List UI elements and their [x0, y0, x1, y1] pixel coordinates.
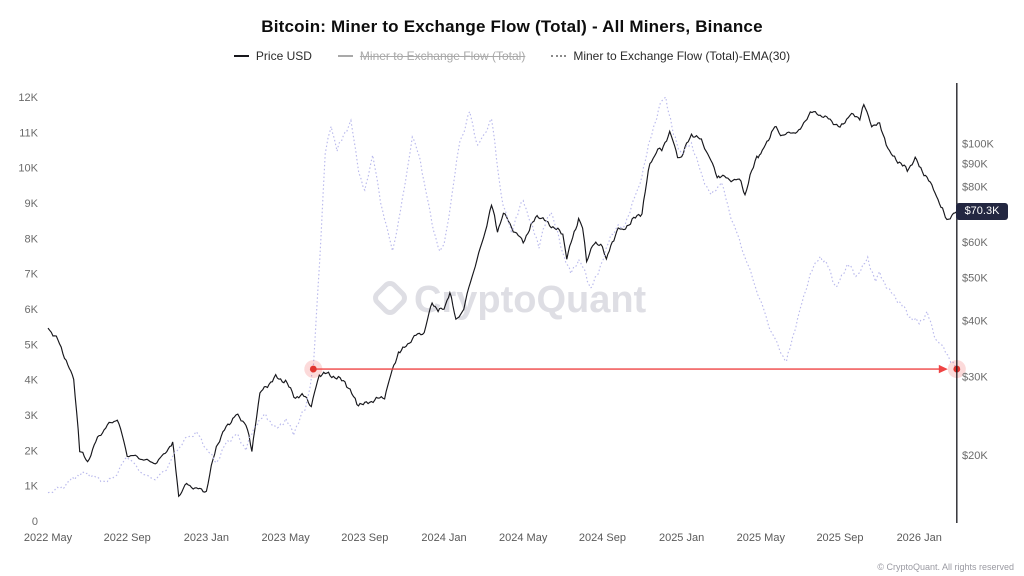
x-axis-tick-label: 2025 Jan: [659, 532, 704, 544]
x-axis-tick-label: 2023 Sep: [341, 532, 388, 544]
right-axis-tick-label: $40K: [962, 316, 988, 328]
left-axis-tick-label: 0: [32, 516, 38, 528]
x-axis-tick-label: 2022 May: [24, 532, 73, 544]
copyright-notice: © CryptoQuant. All rights reserved: [877, 562, 1014, 572]
annotation-arrowhead-icon: [938, 364, 948, 374]
right-axis-tick-label: $100K: [962, 138, 994, 150]
x-axis-tick-label: 2026 Jan: [897, 532, 942, 544]
x-axis-tick-label: 2022 Sep: [104, 532, 151, 544]
x-axis-tick-label: 2023 May: [261, 532, 310, 544]
legend: Price USD Miner to Exchange Flow (Total)…: [0, 49, 1024, 63]
left-axis-tick-label: 8K: [25, 233, 39, 245]
right-axis-tick-label: $50K: [962, 273, 988, 285]
legend-label-price-usd: Price USD: [255, 49, 312, 63]
left-axis-tick-label: 2K: [25, 445, 39, 457]
watermark-text: CryptoQuant: [414, 279, 647, 321]
annotation-dot-left: [309, 365, 317, 373]
left-axis-tick-label: 9K: [25, 198, 39, 210]
left-axis-tick-label: 12K: [18, 92, 38, 104]
miner-flow-legend-marker-icon: [337, 55, 353, 57]
left-axis-tick-label: 5K: [25, 339, 39, 351]
price-usd-legend-marker-icon: [233, 55, 249, 57]
right-axis-tick-label: $60K: [962, 237, 988, 249]
price-usd-line: [47, 103, 958, 498]
legend-label-miner-flow-ema: Miner to Exchange Flow (Total)-EMA(30): [573, 49, 791, 63]
left-axis-tick-label: 4K: [25, 375, 39, 387]
legend-item-miner-flow[interactable]: Miner to Exchange Flow (Total): [337, 49, 526, 63]
x-axis-tick-label: 2023 Jan: [184, 532, 229, 544]
chart-title: Bitcoin: Miner to Exchange Flow (Total) …: [261, 17, 763, 36]
legend-item-miner-flow-ema[interactable]: Miner to Exchange Flow (Total)-EMA(30): [551, 49, 790, 63]
x-axis-tick-label: 2024 Sep: [579, 532, 626, 544]
right-axis-tick-label: $30K: [962, 371, 988, 383]
legend-item-price-usd[interactable]: Price USD: [233, 49, 312, 63]
right-axis-tick-label: $20K: [962, 450, 988, 462]
current-price-badge: $70.3K: [956, 203, 1008, 221]
left-axis-tick-label: 11K: [19, 127, 38, 139]
x-axis-tick-label: 2024 May: [499, 532, 548, 544]
cryptoquant-watermark: CryptoQuant: [373, 279, 647, 321]
x-axis-tick-label: 2025 Sep: [816, 532, 863, 544]
left-axis-tick-label: 7K: [25, 269, 39, 281]
left-axis-tick-label: 1K: [25, 481, 39, 493]
left-axis-tick-label: 3K: [25, 410, 39, 422]
right-axis-tick-label: $90K: [962, 159, 988, 171]
x-axis-tick-label: 2024 Jan: [421, 532, 466, 544]
legend-label-miner-flow: Miner to Exchange Flow (Total): [359, 49, 526, 63]
miner-flow-ema-legend-marker-icon: [551, 55, 567, 57]
left-axis-tick-label: 6K: [25, 304, 39, 316]
x-axis-tick-label: 2025 May: [737, 532, 786, 544]
left-axis-tick-label: 10K: [18, 163, 38, 175]
right-axis-tick-label: $80K: [962, 181, 988, 193]
cryptoquant-logo-icon: [373, 281, 407, 315]
